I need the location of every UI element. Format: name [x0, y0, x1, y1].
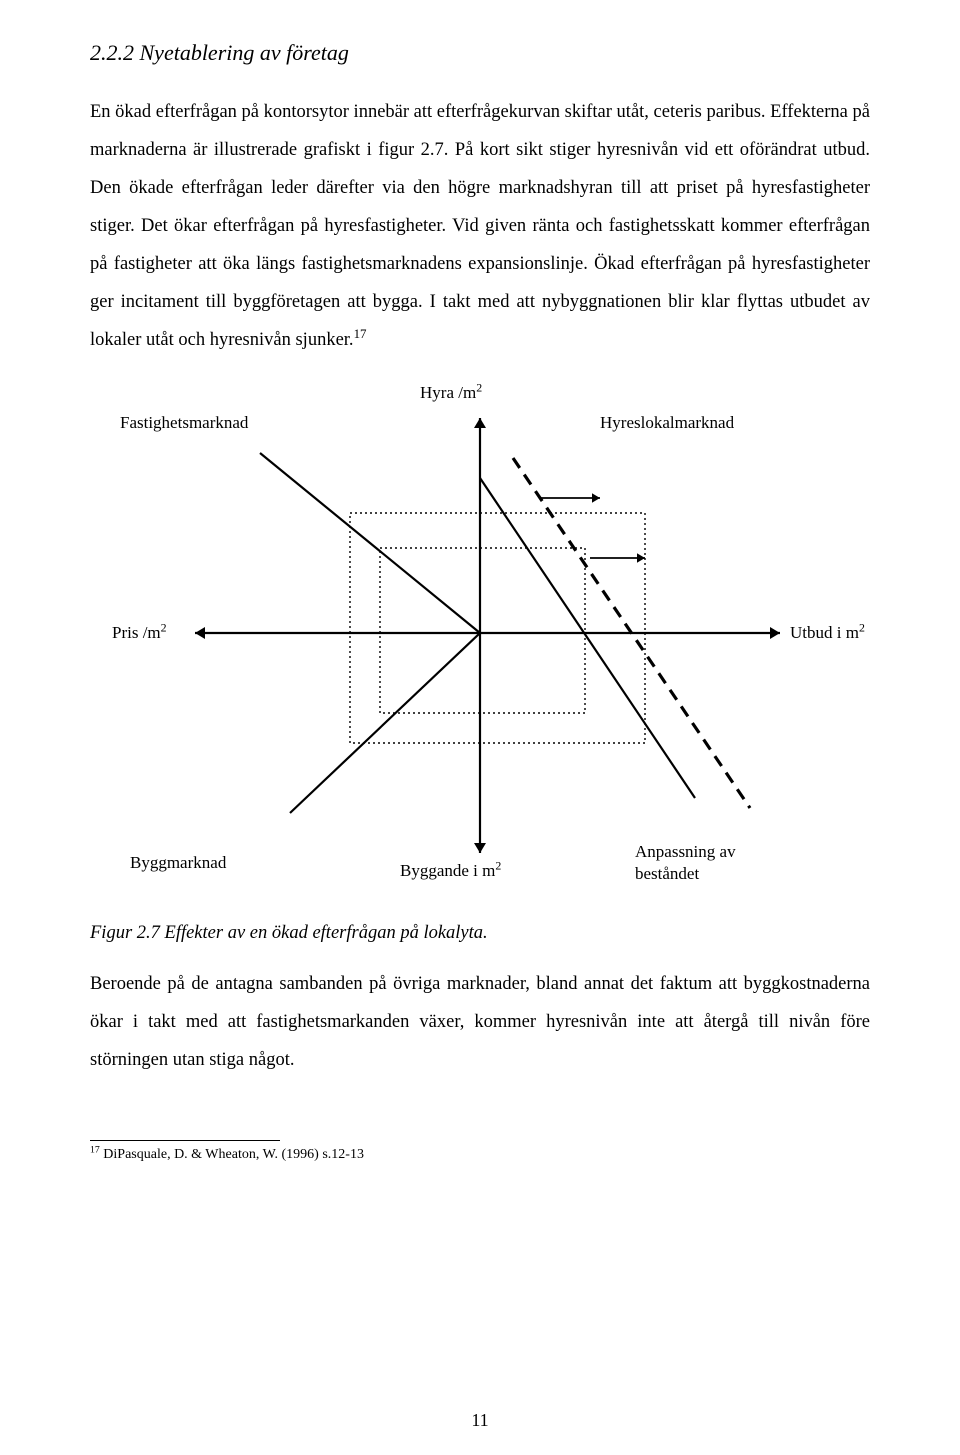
page-container: 2.2.2 Nyetablering av företag En ökad ef… — [0, 0, 960, 1455]
quadrant-label-sw: Byggmarknad — [130, 853, 226, 873]
quadrant-label-ne: Hyreslokalmarknad — [600, 413, 734, 433]
quadrant-label-se: Anpassning av beståndet — [635, 841, 736, 884]
footnote-rule — [90, 1140, 280, 1141]
axis-label-left: Pris /m2 — [112, 623, 167, 643]
diagram-svg — [90, 383, 870, 903]
body-paragraph-2: Beroende på de antagna sambanden på övri… — [90, 966, 870, 1080]
axis-label-top: Hyra /m2 — [420, 383, 482, 403]
body-paragraph-1: En ökad efterfrågan på kontorsytor inneb… — [90, 94, 870, 359]
axis-label-bottom: Byggande i m2 — [400, 861, 501, 881]
footnote-ref: 17 — [354, 325, 367, 340]
four-quadrant-diagram: Hyra /m2 Fastighetsmarknad Hyreslokalmar… — [90, 383, 870, 903]
axis-label-right: Utbud i m2 — [790, 623, 865, 643]
quadrant-label-nw: Fastighetsmarknad — [120, 413, 248, 433]
section-heading: 2.2.2 Nyetablering av företag — [90, 40, 870, 66]
page-number: 11 — [0, 1410, 960, 1431]
paragraph-1-text: En ökad efterfrågan på kontorsytor inneb… — [90, 102, 870, 350]
figure-caption: Figur 2.7 Effekter av en ökad efterfråga… — [90, 923, 870, 944]
footnote-text: 17 DiPasquale, D. & Wheaton, W. (1996) s… — [90, 1145, 870, 1165]
